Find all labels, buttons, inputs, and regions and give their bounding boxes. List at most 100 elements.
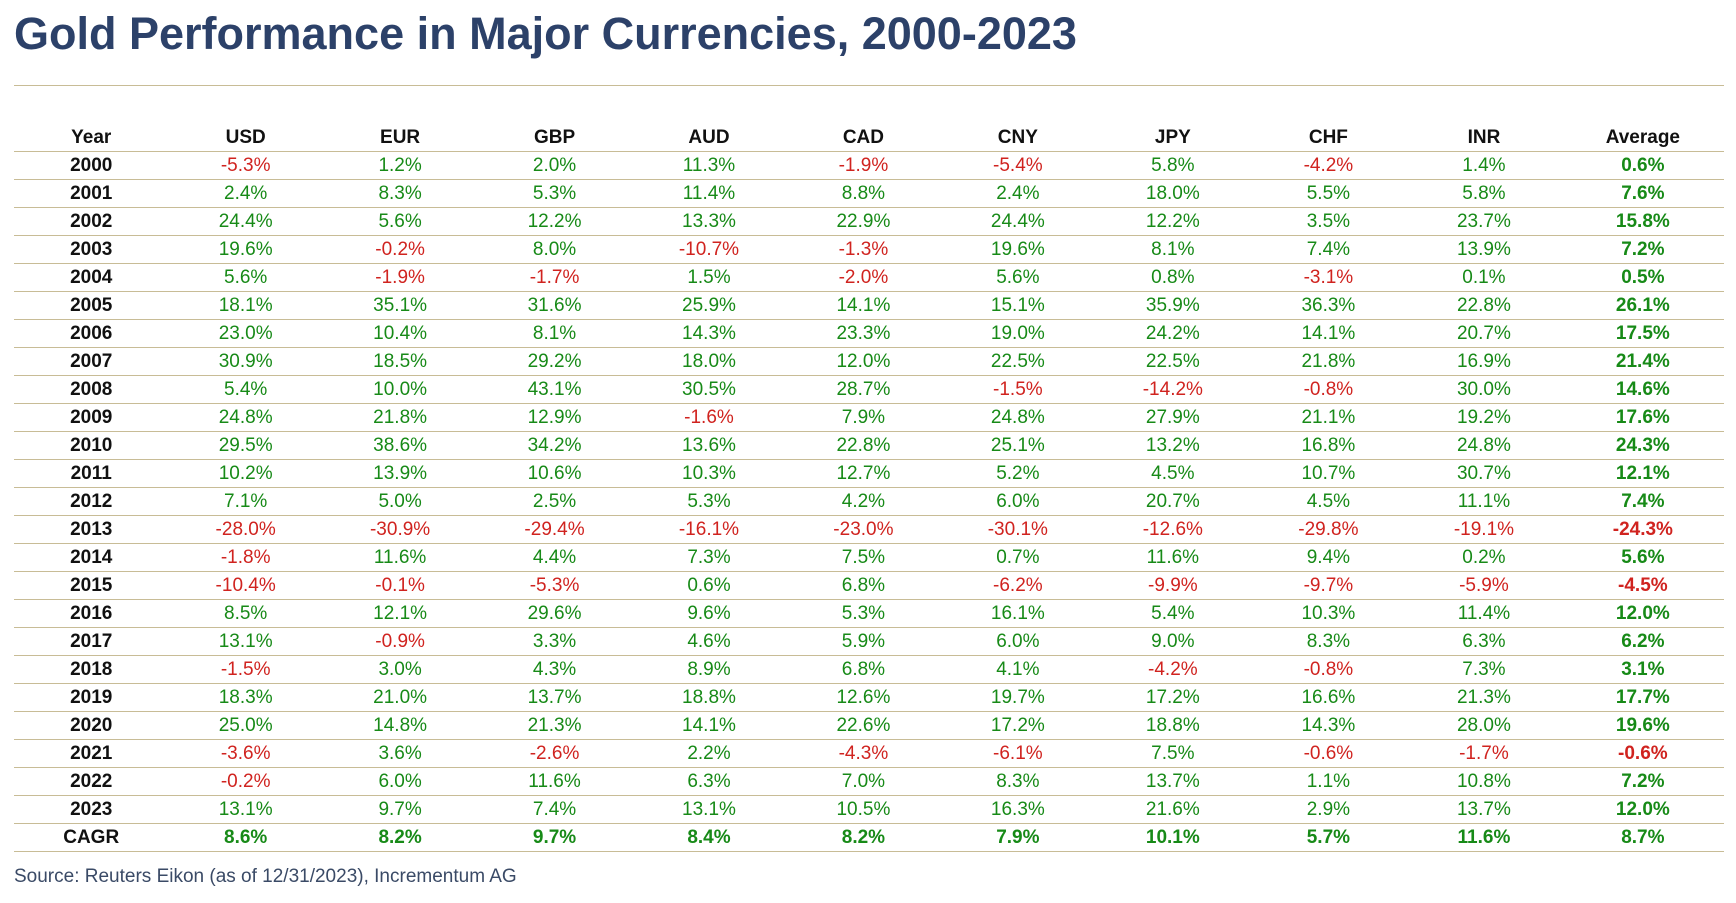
value-cell-cny: 19.0% — [940, 319, 1096, 348]
value-cell-cad: 12.0% — [786, 347, 941, 376]
value-cell-jpy: 9.0% — [1095, 627, 1251, 656]
value-cell-eur: 12.1% — [322, 599, 478, 628]
value-cell-average: 17.7% — [1561, 683, 1724, 712]
value-cell-usd: 10.2% — [168, 459, 323, 488]
header-usd: USD — [168, 124, 323, 152]
performance-table: Year USD EUR GBP AUD CAD CNY JPY CHF INR… — [14, 124, 1724, 852]
value-cell-chf: 21.8% — [1250, 347, 1407, 376]
value-cell-usd: 24.4% — [168, 207, 323, 236]
value-cell-gbp: 2.0% — [477, 151, 632, 180]
value-cell-eur: 21.0% — [322, 683, 478, 712]
value-cell-average: 7.4% — [1561, 487, 1724, 516]
value-cell-cad: 22.9% — [786, 207, 941, 236]
value-cell-jpy: 11.6% — [1095, 543, 1251, 572]
value-cell-average: 5.6% — [1561, 543, 1724, 572]
value-cell-aud: 1.5% — [631, 263, 787, 292]
value-cell-jpy: 4.5% — [1095, 459, 1251, 488]
value-cell-eur: -0.2% — [322, 235, 478, 264]
cagr-cell-eur: 8.2% — [322, 823, 478, 852]
value-cell-eur: 5.0% — [322, 487, 478, 516]
value-cell-chf: -9.7% — [1250, 571, 1407, 600]
value-cell-gbp: 12.9% — [477, 403, 632, 432]
header-row: Year USD EUR GBP AUD CAD CNY JPY CHF INR… — [14, 124, 1724, 152]
value-cell-gbp: 8.0% — [477, 235, 632, 264]
value-cell-cad: -23.0% — [786, 515, 941, 544]
cagr-row: CAGR 8.6% 8.2% 9.7% 8.4% 8.2% 7.9% 10.1% 5.7% 11.… — [14, 823, 1724, 852]
value-cell-cad: -1.3% — [786, 235, 941, 264]
table-row: 2008 5.4% 10.0% 43.1% 30.5% 28.7% -1.5% -14.2% -… — [14, 375, 1724, 404]
value-cell-usd: 29.5% — [168, 431, 323, 460]
value-cell-inr: 0.2% — [1406, 543, 1562, 572]
value-cell-average: 6.2% — [1561, 627, 1724, 656]
value-cell-inr: 11.4% — [1406, 599, 1562, 628]
value-cell-jpy: 13.2% — [1095, 431, 1251, 460]
value-cell-chf: 16.8% — [1250, 431, 1407, 460]
value-cell-gbp: 34.2% — [477, 431, 632, 460]
value-cell-gbp: 11.6% — [477, 767, 632, 796]
value-cell-chf: 10.7% — [1250, 459, 1407, 488]
value-cell-gbp: 21.3% — [477, 711, 632, 740]
source-note: Source: Reuters Eikon (as of 12/31/2023)… — [14, 866, 517, 887]
cagr-label: CAGR — [14, 823, 169, 852]
header-chf: CHF — [1250, 124, 1407, 152]
value-cell-cad: 14.1% — [786, 291, 941, 320]
cagr-cell-inr: 11.6% — [1406, 823, 1562, 852]
value-cell-cad: 4.2% — [786, 487, 941, 516]
value-cell-usd: -5.3% — [168, 151, 323, 180]
value-cell-gbp: -1.7% — [477, 263, 632, 292]
year-cell: 2007 — [14, 347, 169, 376]
value-cell-cny: 15.1% — [940, 291, 1096, 320]
value-cell-eur: -1.9% — [322, 263, 478, 292]
value-cell-average: -0.6% — [1561, 739, 1724, 768]
year-cell: 2001 — [14, 179, 169, 208]
value-cell-gbp: 4.3% — [477, 655, 632, 684]
cagr-cell-gbp: 9.7% — [477, 823, 632, 852]
value-cell-average: 19.6% — [1561, 711, 1724, 740]
value-cell-inr: 22.8% — [1406, 291, 1562, 320]
year-cell: 2022 — [14, 767, 169, 796]
value-cell-cny: 16.1% — [940, 599, 1096, 628]
value-cell-average: 17.6% — [1561, 403, 1724, 432]
value-cell-usd: -0.2% — [168, 767, 323, 796]
table-row: 2003 19.6% -0.2% 8.0% -10.7% -1.3% 19.6% 8.1% 7.… — [14, 235, 1724, 264]
value-cell-inr: 28.0% — [1406, 711, 1562, 740]
value-cell-cad: 12.6% — [786, 683, 941, 712]
value-cell-jpy: 5.8% — [1095, 151, 1251, 180]
value-cell-cny: -30.1% — [940, 515, 1096, 544]
value-cell-gbp: 10.6% — [477, 459, 632, 488]
value-cell-eur: 1.2% — [322, 151, 478, 180]
value-cell-cny: -1.5% — [940, 375, 1096, 404]
table-row: 2000 -5.3% 1.2% 2.0% 11.3% -1.9% -5.4% 5.8% -4.2… — [14, 151, 1724, 180]
value-cell-cny: 25.1% — [940, 431, 1096, 460]
value-cell-usd: -28.0% — [168, 515, 323, 544]
value-cell-average: 12.0% — [1561, 599, 1724, 628]
value-cell-jpy: 5.4% — [1095, 599, 1251, 628]
table-row: 2022 -0.2% 6.0% 11.6% 6.3% 7.0% 8.3% 13.7% 1.1% 1… — [14, 767, 1724, 796]
year-cell: 2009 — [14, 403, 169, 432]
value-cell-average: 15.8% — [1561, 207, 1724, 236]
value-cell-jpy: 13.7% — [1095, 767, 1251, 796]
value-cell-jpy: -4.2% — [1095, 655, 1251, 684]
value-cell-usd: 13.1% — [168, 627, 323, 656]
year-cell: 2010 — [14, 431, 169, 460]
value-cell-eur: 8.3% — [322, 179, 478, 208]
value-cell-usd: 7.1% — [168, 487, 323, 516]
value-cell-usd: 5.4% — [168, 375, 323, 404]
value-cell-average: -4.5% — [1561, 571, 1724, 600]
value-cell-average: 7.6% — [1561, 179, 1724, 208]
value-cell-aud: 5.3% — [631, 487, 787, 516]
value-cell-average: 7.2% — [1561, 767, 1724, 796]
value-cell-usd: 18.3% — [168, 683, 323, 712]
year-cell: 2016 — [14, 599, 169, 628]
value-cell-cad: 6.8% — [786, 571, 941, 600]
value-cell-aud: 13.3% — [631, 207, 787, 236]
value-cell-average: 14.6% — [1561, 375, 1724, 404]
value-cell-usd: 13.1% — [168, 795, 323, 824]
value-cell-usd: -1.5% — [168, 655, 323, 684]
table-row: 2004 5.6% -1.9% -1.7% 1.5% -2.0% 5.6% 0.8% -3.1%… — [14, 263, 1724, 292]
header-cny: CNY — [940, 124, 1096, 152]
value-cell-cny: 24.4% — [940, 207, 1096, 236]
value-cell-eur: 14.8% — [322, 711, 478, 740]
value-cell-cny: 24.8% — [940, 403, 1096, 432]
value-cell-usd: 2.4% — [168, 179, 323, 208]
